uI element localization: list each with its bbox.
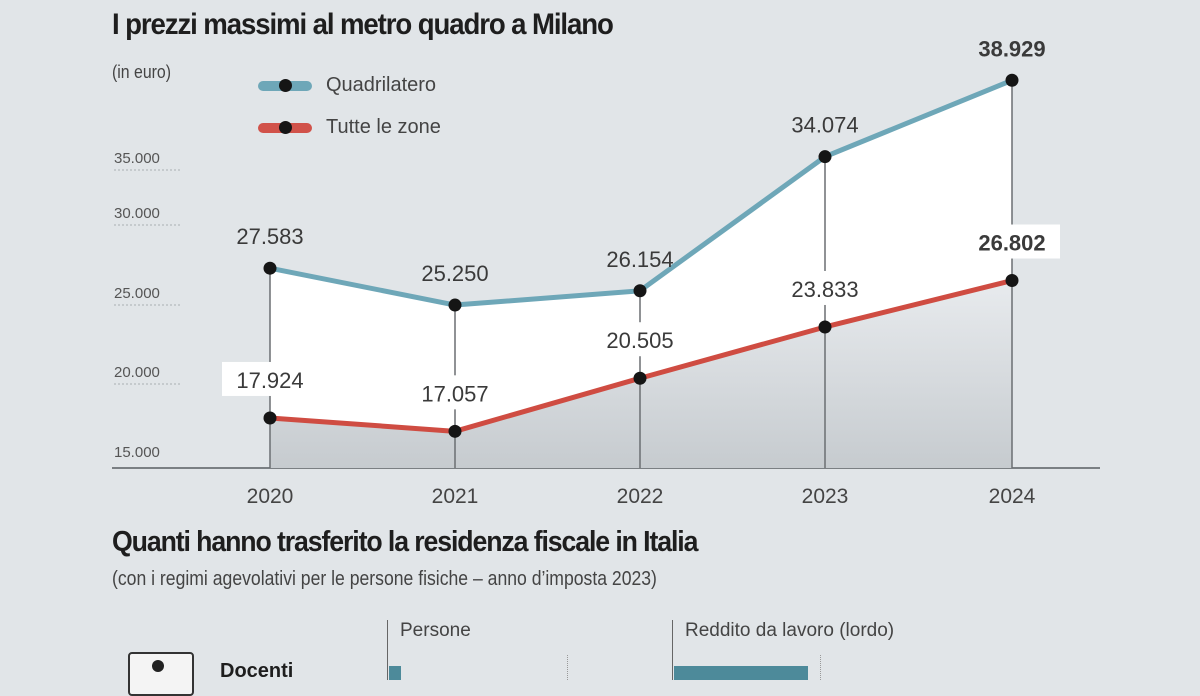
x-tick-label: 2020 xyxy=(247,485,294,508)
column-header-persone: Persone xyxy=(387,620,471,680)
point-quadrilatero xyxy=(818,150,832,164)
point-tutte-le-zone xyxy=(1005,274,1019,288)
x-tick-label: 2024 xyxy=(989,485,1036,508)
section2-title: Quanti hanno trasferito la residenza fis… xyxy=(112,526,698,558)
x-tick-label: 2022 xyxy=(617,485,664,508)
point-quadrilatero xyxy=(1005,73,1019,87)
y-tick-label: 15.000 xyxy=(114,444,160,461)
chart-title: I prezzi massimi al metro quadro a Milan… xyxy=(112,8,614,41)
point-tutte-le-zone xyxy=(633,371,647,385)
row-label-docenti: Docenti xyxy=(220,660,294,682)
data-label-quadrilatero: 34.074 xyxy=(791,113,858,138)
y-tick-label: 20.000 xyxy=(114,364,160,381)
point-tutte-le-zone xyxy=(263,411,277,425)
data-label-tutte-le-zone: 17.924 xyxy=(236,368,303,393)
bar-gridline xyxy=(820,655,821,680)
data-label-quadrilatero: 38.929 xyxy=(978,36,1045,61)
data-label-background xyxy=(592,322,688,357)
point-tutte-le-zone xyxy=(448,424,462,438)
data-label-quadrilatero: 26.154 xyxy=(606,247,673,272)
data-label-quadrilatero: 27.583 xyxy=(236,224,303,249)
data-label-background xyxy=(964,224,1060,259)
y-tick-label: 25.000 xyxy=(114,285,160,302)
chart-unit-label: (in euro) xyxy=(112,62,171,82)
data-label-background xyxy=(222,361,318,396)
line-chart: 15.000 20.000 25.000 30.000 35.000 2020 2021 20… xyxy=(112,36,1100,508)
legend-item-tutte-le-zone: Tutte le zone xyxy=(258,116,441,139)
bar-reddito-docenti xyxy=(674,666,808,680)
x-tick-label: 2021 xyxy=(432,485,479,508)
y-tick-label: 30.000 xyxy=(114,205,160,222)
point-quadrilatero xyxy=(448,298,462,312)
section2-subtitle: (con i regimi agevolativi per le persone… xyxy=(112,568,657,590)
legend-label: Tutte le zone xyxy=(326,116,441,138)
point-quadrilatero xyxy=(633,284,647,298)
data-label-tutte-le-zone: 26.802 xyxy=(978,231,1045,256)
bar-persone-docenti xyxy=(389,666,401,680)
y-tick-label: 35.000 xyxy=(114,150,160,167)
point-tutte-le-zone xyxy=(818,320,832,334)
data-label-tutte-le-zone: 23.833 xyxy=(791,277,858,302)
data-label-tutte-le-zone: 17.057 xyxy=(421,381,488,406)
x-tick-label: 2023 xyxy=(802,485,849,508)
point-quadrilatero xyxy=(263,261,277,275)
legend-label: Quadrilatero xyxy=(326,74,437,96)
column-header-reddito: Reddito da lavoro (lordo) xyxy=(672,620,894,680)
bar-gridline xyxy=(567,655,568,680)
legend-swatch-tutte-le-zone xyxy=(258,120,312,134)
data-label-background xyxy=(407,375,503,410)
legend-swatch-quadrilatero xyxy=(258,78,312,92)
data-label-tutte-le-zone: 20.505 xyxy=(606,328,673,353)
data-label-quadrilatero: 25.250 xyxy=(421,261,488,286)
teacher-icon xyxy=(128,652,194,696)
legend-item-quadrilatero: Quadrilatero xyxy=(258,74,436,97)
data-label-background xyxy=(777,270,873,305)
